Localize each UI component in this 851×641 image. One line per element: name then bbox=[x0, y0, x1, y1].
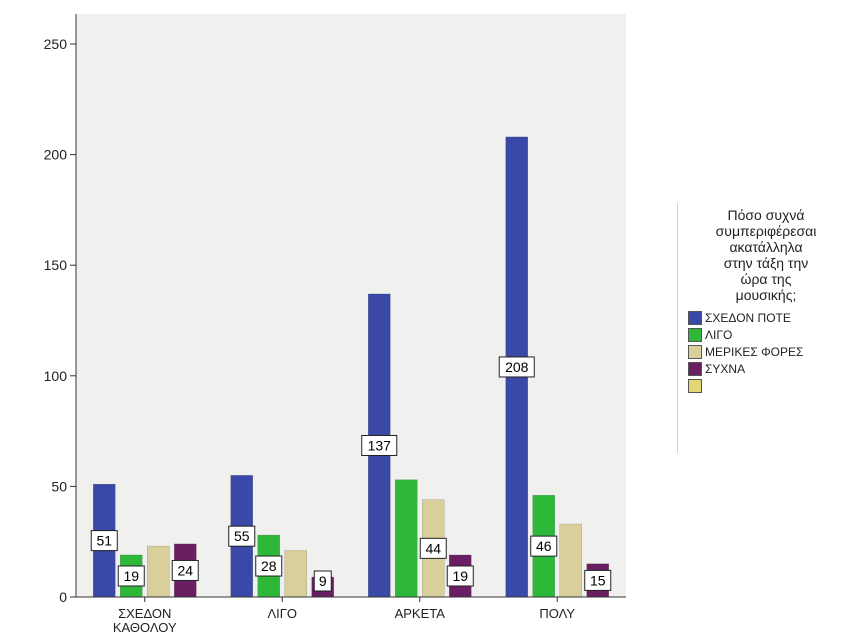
legend-item bbox=[678, 377, 848, 394]
y-axis-ticks: 0 50 100 150 200 250 bbox=[44, 36, 76, 605]
legend-item: ΜΕΡΙΚΕΣ ΦΟΡΕΣ bbox=[678, 343, 848, 360]
data-label-box bbox=[419, 537, 447, 559]
legend-label: ΜΕΡΙΚΕΣ ΦΟΡΕΣ bbox=[705, 344, 804, 359]
legend-items: ΣΧΕΔΟΝ ΠΟΤΕ ΛΙΓΟ ΜΕΡΙΚΕΣ ΦΟΡΕΣ ΣΥΧΝΑ bbox=[678, 309, 848, 394]
data-label-box bbox=[255, 555, 283, 577]
data-label: 208 bbox=[505, 359, 529, 375]
x-tick-label: ΛΙΓΟ bbox=[267, 606, 297, 621]
legend: Πόσο συχνά συμπεριφέρεσαι ακατάλληλα στη… bbox=[677, 203, 848, 453]
data-label-box bbox=[313, 570, 332, 592]
data-label: 46 bbox=[536, 538, 552, 554]
data-label: 55 bbox=[234, 528, 250, 544]
data-label-box bbox=[171, 559, 199, 581]
data-labels-group: 51 19 24 55 28 9 137 44 19 208 46 15 bbox=[90, 356, 612, 592]
x-axis-ticks: ΣΧΕΔΟΝ ΚΑΘΟΛΟΥ ΛΙΓΟ ΑΡΚΕΤΑ ΠΟΛΥ bbox=[113, 597, 575, 635]
legend-swatch bbox=[688, 344, 702, 359]
data-label: 15 bbox=[590, 572, 606, 588]
data-label-box bbox=[90, 530, 118, 552]
x-tick-label: ΑΡΚΕΤΑ bbox=[395, 606, 446, 621]
legend-swatch bbox=[688, 361, 702, 376]
data-label: 137 bbox=[368, 437, 392, 453]
y-tick-label: 250 bbox=[44, 36, 68, 52]
y-tick-label: 0 bbox=[59, 589, 67, 605]
bar bbox=[559, 523, 582, 598]
legend-title: Πόσο συχνά συμπεριφέρεσαι ακατάλληλα στη… bbox=[715, 207, 817, 303]
legend-label: ΛΙΓΟ bbox=[705, 327, 733, 342]
legend-label: ΣΥΧΝΑ bbox=[705, 361, 746, 376]
legend-swatch bbox=[688, 327, 702, 342]
data-label: 44 bbox=[425, 540, 441, 556]
x-tick-label: ΣΧΕΔΟΝ ΚΑΘΟΛΟΥ bbox=[113, 606, 177, 635]
y-tick-label: 200 bbox=[44, 147, 68, 163]
data-label-box bbox=[117, 565, 145, 587]
x-tick-label: ΠΟΛΥ bbox=[539, 606, 575, 621]
y-tick-label: 100 bbox=[44, 368, 68, 384]
data-label-box bbox=[361, 434, 398, 456]
data-label-box bbox=[498, 356, 535, 378]
data-label: 51 bbox=[96, 533, 112, 549]
data-label-box bbox=[228, 525, 256, 547]
data-label: 9 bbox=[319, 573, 327, 589]
data-label: 28 bbox=[261, 558, 277, 574]
bar bbox=[147, 545, 170, 598]
legend-label: ΣΧΕΔΟΝ ΠΟΤΕ bbox=[705, 310, 791, 325]
legend-item: ΛΙΓΟ bbox=[678, 326, 848, 343]
data-label-box bbox=[446, 565, 474, 587]
data-label-box bbox=[530, 535, 558, 557]
data-label: 19 bbox=[452, 568, 468, 584]
bar bbox=[284, 550, 307, 598]
bar bbox=[395, 479, 418, 598]
data-label: 19 bbox=[123, 568, 139, 584]
legend-item: ΣΧΕΔΟΝ ΠΟΤΕ bbox=[678, 309, 848, 326]
data-label-box bbox=[584, 569, 612, 591]
legend-swatch bbox=[688, 310, 702, 325]
y-tick-label: 150 bbox=[44, 257, 68, 273]
legend-item: ΣΥΧΝΑ bbox=[678, 360, 848, 377]
y-tick-label: 50 bbox=[51, 478, 67, 494]
legend-swatch bbox=[688, 378, 702, 393]
data-label: 24 bbox=[177, 562, 193, 578]
